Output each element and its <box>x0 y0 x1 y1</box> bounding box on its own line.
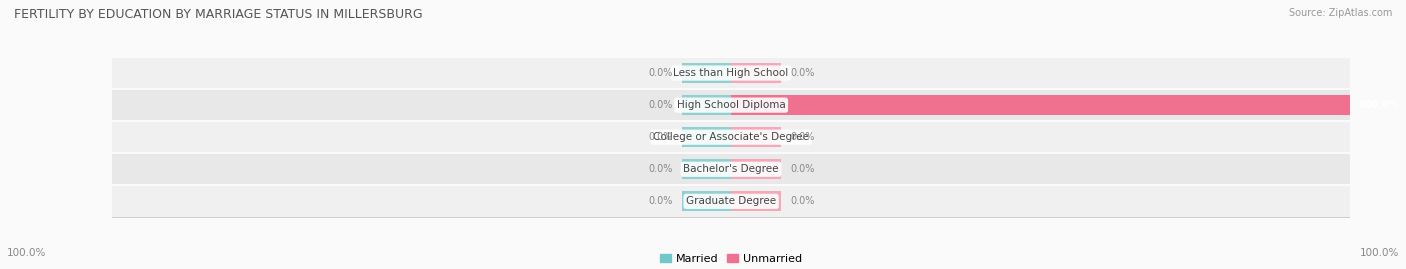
Bar <box>682 192 731 211</box>
Bar <box>731 63 780 83</box>
Text: 100.0%: 100.0% <box>1360 248 1399 258</box>
Text: 0.0%: 0.0% <box>648 196 672 206</box>
Text: 0.0%: 0.0% <box>790 132 814 142</box>
Text: College or Associate's Degree: College or Associate's Degree <box>654 132 808 142</box>
Text: 0.0%: 0.0% <box>648 132 672 142</box>
Text: High School Diploma: High School Diploma <box>676 100 786 110</box>
Text: Graduate Degree: Graduate Degree <box>686 196 776 206</box>
Bar <box>731 95 1350 115</box>
Text: FERTILITY BY EDUCATION BY MARRIAGE STATUS IN MILLERSBURG: FERTILITY BY EDUCATION BY MARRIAGE STATU… <box>14 8 423 21</box>
Bar <box>112 58 1350 88</box>
Text: 100.0%: 100.0% <box>7 248 46 258</box>
Bar <box>112 186 1350 217</box>
Text: 100.0%: 100.0% <box>1360 100 1399 110</box>
Text: 0.0%: 0.0% <box>648 100 672 110</box>
Text: 0.0%: 0.0% <box>790 164 814 174</box>
Bar <box>682 63 731 83</box>
Text: 0.0%: 0.0% <box>790 68 814 78</box>
Bar <box>112 122 1350 153</box>
Text: 0.0%: 0.0% <box>790 196 814 206</box>
Bar <box>112 90 1350 120</box>
Text: 0.0%: 0.0% <box>648 164 672 174</box>
Bar <box>731 159 780 179</box>
Text: Source: ZipAtlas.com: Source: ZipAtlas.com <box>1288 8 1392 18</box>
Text: 0.0%: 0.0% <box>648 68 672 78</box>
Bar <box>682 95 731 115</box>
Text: Bachelor's Degree: Bachelor's Degree <box>683 164 779 174</box>
Bar <box>682 127 731 147</box>
Text: Less than High School: Less than High School <box>673 68 789 78</box>
Bar <box>682 159 731 179</box>
Legend: Married, Unmarried: Married, Unmarried <box>655 249 807 268</box>
Bar <box>731 192 780 211</box>
Bar <box>112 154 1350 185</box>
Bar <box>731 127 780 147</box>
